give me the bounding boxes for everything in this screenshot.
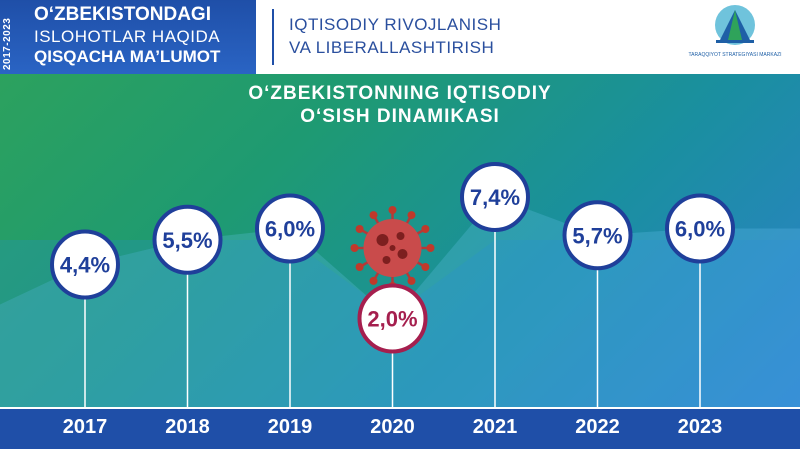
virus-spike-tip [407,276,416,285]
year-label: 2019 [268,416,313,438]
year-label: 2021 [473,416,518,438]
year-label: 2020 [370,416,415,438]
virus-spike-tip [421,225,430,233]
chart-title-line-1: O‘ZBEKISTONNING IQTISODIY [248,83,552,104]
value-label: 2,0% [367,307,417,332]
value-marker [562,200,633,271]
value-marker [50,229,120,300]
value-marker [357,283,428,354]
value-label: 6,0% [265,217,315,242]
header-title-panel [0,0,256,74]
value-label: 6,0% [675,217,725,242]
value-marker [460,162,530,232]
virus-spike-tip [421,263,430,271]
value-label: 5,5% [162,228,212,253]
headline-line-2: ISLOHOTLAR HAQIDA [34,27,221,46]
year-label: 2017 [63,416,108,438]
virus-spot [396,232,405,240]
chart-title-line-2: O‘SISH DINAMIKASI [300,106,500,127]
virus-spot [389,245,396,251]
value-label: 4,4% [60,253,110,278]
headline-line-1: O‘ZBEKISTONDAGI [34,4,211,25]
year-band [0,408,800,449]
year-label: 2018 [165,416,210,438]
logo-caption: TARAQQIYOT STRATEGIYASI MARKAZI [688,52,782,58]
value-marker [152,204,223,275]
virus-spike-tip [388,206,397,214]
virus-spot [376,234,389,246]
header-divider [272,9,274,65]
virus-spot [397,249,408,259]
virus-spot [382,256,391,264]
virus-spike-tip [426,244,435,252]
virus-spike-tip [355,225,364,233]
value-marker [255,193,325,264]
virus-spike-tip [369,276,378,285]
value-label: 7,4% [470,185,520,210]
value-label: 5,7% [572,223,622,248]
virus-spike-tip [407,211,416,220]
topic-line-1: IQTISODIY RIVOJLANISH [289,15,502,34]
logo-emblem-icon [715,5,755,45]
virus-spike-tip [369,211,378,220]
year-label: 2022 [575,416,620,438]
topic-line-2: VA LIBERALLASHTIRISH [289,38,495,57]
chart-title: O‘ZBEKISTONNING IQTISODIY O‘SISH DINAMIK… [0,82,800,128]
headline-line-3: QISQACHA MA’LUMOT [34,47,221,66]
year-label: 2023 [678,416,723,438]
organization-logo: TARAQQIYOT STRATEGIYASI MARKAZI [680,2,790,72]
value-marker [665,193,735,264]
virus-spike-tip [350,244,359,252]
virus-spike-tip [355,263,364,271]
